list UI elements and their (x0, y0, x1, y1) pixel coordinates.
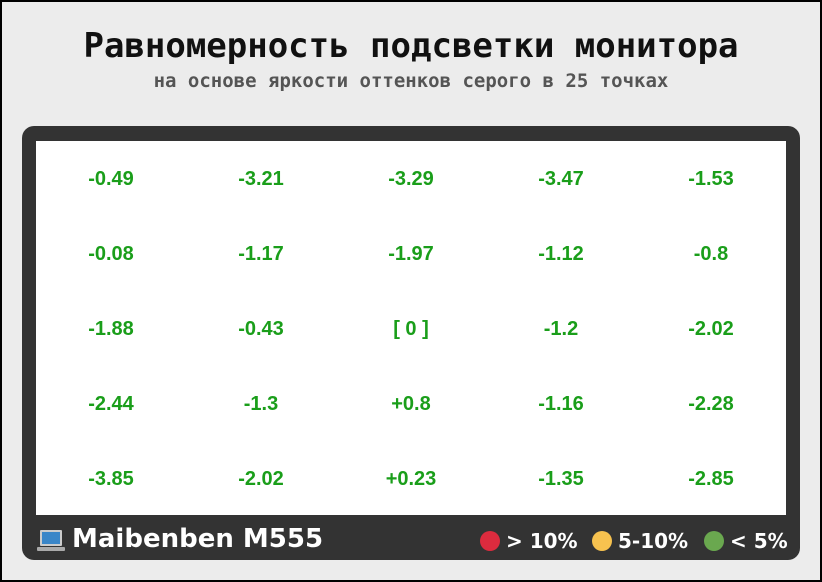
cell-value: -0.08 (88, 243, 134, 265)
cell-value: -0.49 (88, 168, 134, 190)
cell-value: -0.8 (693, 243, 729, 265)
device-name: Maibenben M555 (72, 524, 324, 554)
laptop-icon (37, 530, 65, 551)
cell-value: -0.43 (238, 318, 284, 340)
cell-value: +0.23 (385, 468, 437, 490)
cell-value: -1.53 (688, 168, 734, 190)
subtitle: на основе яркости оттенков серого в 25 т… (153, 70, 669, 92)
cell-value: -2.02 (688, 318, 734, 340)
legend-dot (480, 531, 500, 551)
legend-dot (704, 531, 724, 551)
legend-label: > 10% (506, 529, 578, 553)
cell-value: -3.21 (238, 168, 284, 190)
title: Равномерность подсветки монитора (83, 26, 739, 66)
cell-value: -2.28 (688, 393, 734, 415)
legend-item: < 5% (704, 529, 788, 553)
cell-value: -3.85 (88, 468, 134, 490)
legend-item: 5-10% (592, 529, 688, 553)
cell-value: [ 0 ] (393, 318, 429, 340)
cell-value: -1.97 (388, 243, 434, 265)
cell-value: -3.47 (538, 168, 584, 190)
grid: -0.49 -3.21 -3.29 -3.47 -1.53 -0.08 -1.17 -1.97… (36, 141, 786, 515)
cell-value: -3.29 (388, 168, 434, 190)
cell-value: -1.16 (538, 393, 584, 415)
panel: -0.49 -3.21 -3.29 -3.47 -1.53 -0.08 -1.17 -1.97… (22, 126, 800, 560)
legend-dot (592, 531, 612, 551)
cell-value: -2.44 (88, 393, 134, 415)
legend-item: > 10% (480, 529, 578, 553)
legend-label: < 5% (730, 529, 788, 553)
cell-value: -1.3 (243, 393, 279, 415)
cell-value: -2.02 (238, 468, 284, 490)
cell-value: -1.17 (238, 243, 284, 265)
legend-label: 5-10% (618, 529, 689, 553)
cell-value: -1.2 (543, 318, 579, 340)
cell-value: +0.8 (391, 393, 431, 415)
cell-value: -1.35 (538, 468, 584, 490)
cell-value: -2.85 (688, 468, 734, 490)
cell-value: -1.88 (88, 318, 134, 340)
cell-value: -1.12 (538, 243, 584, 265)
